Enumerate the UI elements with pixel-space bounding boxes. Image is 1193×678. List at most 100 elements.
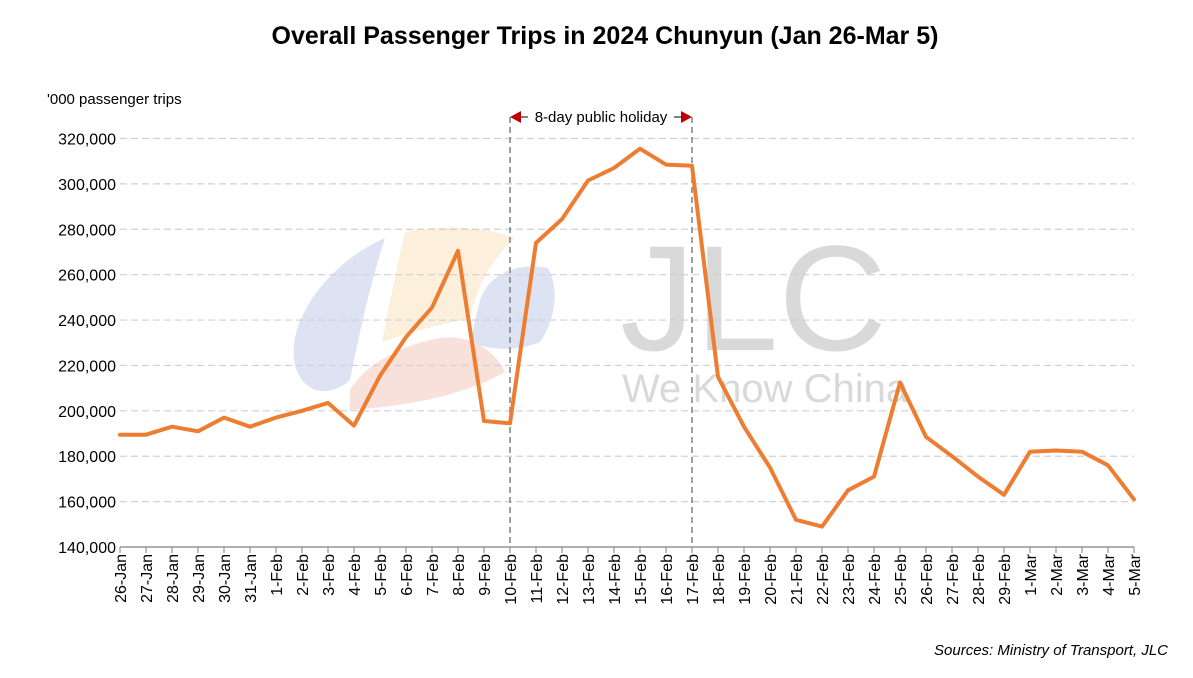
data-point	[872, 475, 876, 479]
x-tick-label: 12-Feb	[555, 554, 572, 605]
data-point	[950, 454, 954, 458]
x-tick-label: 22-Feb	[815, 554, 832, 605]
data-point	[482, 419, 486, 423]
x-tick-label: 27-Jan	[139, 554, 156, 603]
holiday-arrow-right-head	[681, 111, 692, 123]
data-point	[1132, 497, 1136, 501]
data-point	[456, 249, 460, 253]
x-tick-label: 2-Feb	[295, 554, 312, 596]
x-tick-label: 7-Feb	[425, 554, 442, 596]
series-group	[118, 146, 1136, 529]
x-tick-label: 28-Jan	[165, 554, 182, 603]
x-tick-label: 24-Feb	[867, 554, 884, 605]
x-tick-label: 18-Feb	[711, 554, 728, 605]
x-tick-label: 26-Feb	[919, 554, 936, 605]
x-tick-label: 17-Feb	[685, 554, 702, 605]
data-point	[820, 525, 824, 529]
x-tick-label: 29-Jan	[191, 554, 208, 603]
watermark-logo-yellow-shape	[382, 227, 515, 342]
x-tick-label: 30-Jan	[217, 554, 234, 603]
x-tick-label: 23-Feb	[841, 554, 858, 605]
x-tick-label: 13-Feb	[581, 554, 598, 605]
x-tick-label: 6-Feb	[399, 554, 416, 596]
holiday-label: 8-day public holiday	[535, 109, 668, 126]
watermark-logo-blue-small-shape	[470, 266, 555, 349]
data-point	[378, 374, 382, 378]
x-tick-label: 25-Feb	[893, 554, 910, 605]
data-point	[196, 429, 200, 433]
watermark-logo-red-shape	[350, 337, 505, 410]
data-point	[846, 488, 850, 492]
data-point	[352, 424, 356, 428]
x-tick-label: 5-Feb	[373, 554, 390, 596]
chart-title: Overall Passenger Trips in 2024 Chunyun …	[272, 22, 939, 50]
data-point	[612, 166, 616, 170]
data-point	[716, 375, 720, 379]
y-tick-label: 220,000	[58, 358, 116, 375]
y-axis-unit-label: '000 passenger trips	[47, 91, 182, 108]
x-tick-label: 14-Feb	[607, 554, 624, 605]
grid-lines	[120, 137, 1134, 503]
data-point	[976, 475, 980, 479]
data-point	[430, 306, 434, 310]
x-tick-label: 5-Mar	[1127, 553, 1144, 595]
data-point	[534, 241, 538, 245]
data-point	[1054, 449, 1058, 453]
x-axis: 26-Jan 27-Jan 28-Jan 29-Jan 30-Jan 31-Jan 1-Fe…	[113, 546, 1144, 605]
x-tick-label: 11-Feb	[529, 554, 546, 604]
data-point	[118, 433, 122, 437]
x-tick-label: 15-Feb	[633, 554, 650, 605]
data-point	[898, 380, 902, 384]
y-tick-label: 300,000	[58, 177, 116, 194]
x-tick-label: 3-Feb	[321, 554, 338, 596]
y-tick-label: 200,000	[58, 404, 116, 421]
data-point	[664, 163, 668, 167]
data-point	[638, 147, 642, 151]
data-point	[274, 416, 278, 420]
data-point	[924, 435, 928, 439]
data-point	[144, 433, 148, 437]
x-tick-label: 4-Mar	[1101, 553, 1118, 595]
x-tick-label: 1-Feb	[269, 554, 286, 596]
watermark-tagline: We Know China	[622, 367, 909, 411]
x-tick-label: 26-Jan	[113, 554, 130, 603]
x-tick-label: 9-Feb	[477, 554, 494, 596]
data-point	[300, 409, 304, 413]
x-tick-label: 28-Feb	[971, 554, 988, 605]
data-point	[326, 401, 330, 405]
x-tick-label: 3-Mar	[1075, 553, 1092, 595]
x-tick-label: 8-Feb	[451, 554, 468, 596]
data-point	[1002, 493, 1006, 497]
data-point	[1080, 450, 1084, 454]
y-axis-ticks: 140,000 160,000 180,000 200,000 220,000 240,0…	[58, 132, 116, 558]
y-tick-label: 140,000	[58, 540, 116, 557]
x-tick-label: 29-Feb	[997, 554, 1014, 605]
x-tick-label: 2-Mar	[1049, 553, 1066, 595]
holiday-annotation: 8-day public holiday	[509, 109, 693, 547]
source-note: Sources: Ministry of Transport, JLC	[934, 642, 1168, 659]
data-point	[690, 164, 694, 168]
x-tick-label: 16-Feb	[659, 554, 676, 605]
x-tick-label: 4-Feb	[347, 554, 364, 596]
y-tick-label: 260,000	[58, 268, 116, 285]
y-tick-label: 240,000	[58, 313, 116, 330]
data-point	[508, 421, 512, 425]
data-point	[742, 425, 746, 429]
data-point	[1106, 463, 1110, 467]
x-tick-label: 10-Feb	[503, 554, 520, 605]
watermark-logo-blue-shape	[293, 238, 385, 392]
y-tick-label: 320,000	[58, 132, 116, 149]
data-point	[248, 425, 252, 429]
data-point	[222, 416, 226, 420]
x-tick-label: 31-Jan	[243, 554, 260, 603]
y-tick-label: 160,000	[58, 495, 116, 512]
y-tick-label: 180,000	[58, 449, 116, 466]
data-point	[794, 518, 798, 522]
x-tick-label: 1-Mar	[1023, 553, 1040, 595]
series-line	[118, 146, 1136, 529]
data-point	[170, 425, 174, 429]
x-tick-label: 19-Feb	[737, 554, 754, 605]
watermark-brand: JLC	[620, 214, 887, 382]
